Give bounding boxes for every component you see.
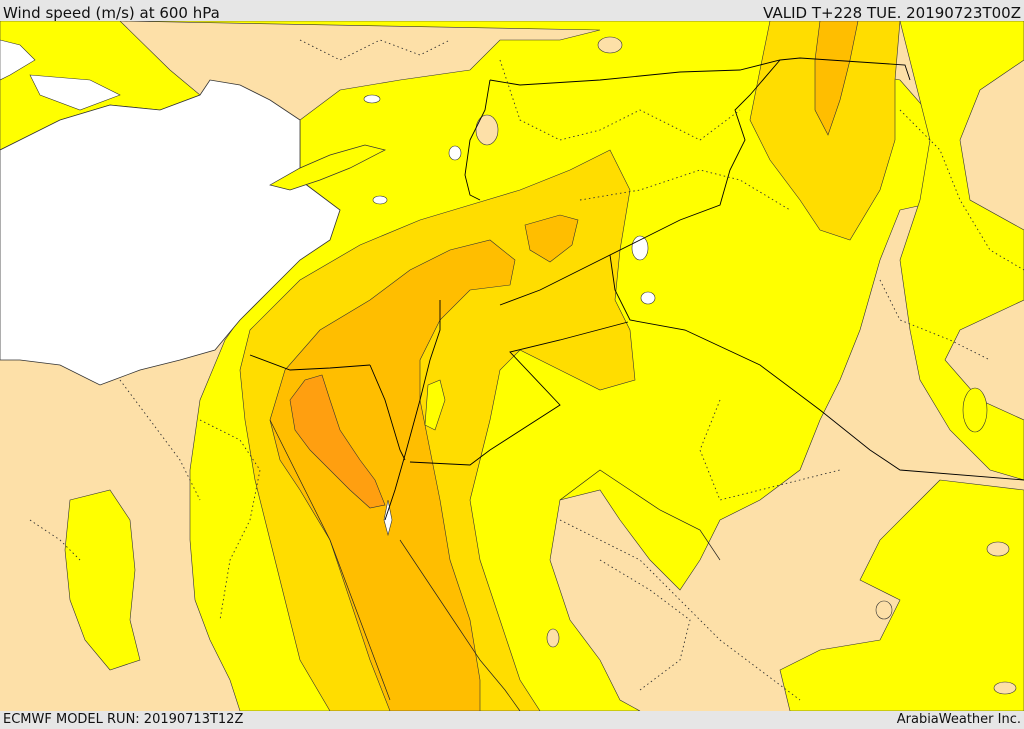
sea-aegean	[0, 39, 36, 81]
wind-zone-yellow-sw	[64, 489, 141, 671]
lake	[372, 195, 388, 205]
header-bar: Wind speed (m/s) at 600 hPa VALID T+228 …	[0, 0, 1024, 22]
lake	[640, 291, 656, 305]
valid-time: VALID T+228 TUE. 20190723T00Z	[763, 4, 1021, 22]
country-borders	[249, 57, 1024, 521]
land-patch	[875, 600, 893, 620]
lake	[363, 94, 381, 104]
land-patch	[597, 36, 623, 54]
sea-mediterranean	[0, 79, 341, 386]
gulf-aqaba	[383, 499, 393, 537]
credit-text: ArabiaWeather Inc.	[896, 712, 1021, 727]
wind-zone-gold-blob	[524, 214, 579, 263]
land-patch	[986, 541, 1010, 557]
land-patch	[993, 681, 1017, 695]
region-borders	[29, 39, 1024, 701]
wind-zone-yellow-se	[779, 479, 1024, 711]
wind-patch	[962, 387, 988, 433]
land-patch	[546, 628, 560, 648]
coastlines	[269, 419, 721, 711]
model-run: ECMWF MODEL RUN: 20190713T12Z	[3, 712, 244, 727]
lake-dead-sea	[424, 379, 446, 431]
map-title: Wind speed (m/s) at 600 hPa	[3, 4, 220, 22]
sea-north	[29, 74, 121, 111]
footer-bar: ECMWF MODEL RUN: 20190713T12Z ArabiaWeat…	[0, 711, 1024, 729]
wind-zone-orange	[289, 374, 386, 509]
wind-speed-map[interactable]	[0, 21, 1024, 711]
wind-zone-gold-ne	[749, 21, 901, 241]
wind-zone-gold	[239, 149, 636, 711]
island-cyprus	[269, 144, 386, 191]
wind-zone-amber-ne	[814, 21, 859, 136]
lake	[448, 145, 462, 161]
land-patch	[475, 114, 499, 146]
